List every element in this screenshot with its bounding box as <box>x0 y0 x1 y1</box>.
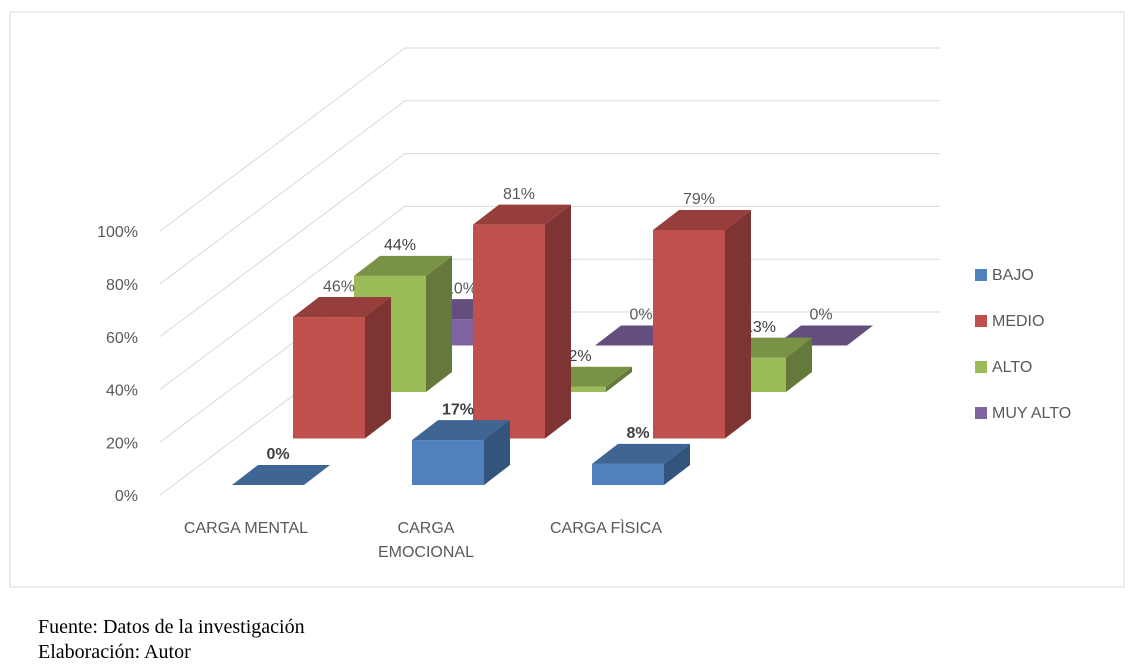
value-label: 13% <box>744 319 776 336</box>
value-label: 46% <box>323 278 355 295</box>
bar-top <box>232 465 330 485</box>
y-tick-label: 100% <box>97 224 138 241</box>
chart-border <box>9 11 1125 588</box>
bar-front <box>653 229 725 439</box>
x-tick-label: CARGA FÌSICA <box>549 520 663 537</box>
y-tick-label: 0% <box>115 488 138 505</box>
legend-swatch <box>975 361 987 373</box>
bar-side <box>786 337 812 392</box>
y-tick-label: 40% <box>106 383 138 400</box>
legend-swatch <box>975 315 987 327</box>
grid-line <box>159 205 940 390</box>
y-tick-label: 20% <box>106 435 138 452</box>
legend-label: MUY ALTO <box>992 405 1071 422</box>
bar-side <box>664 443 690 485</box>
bar-front <box>592 463 664 485</box>
x-tick-label: CARGA MENTAL <box>183 520 309 537</box>
legend-label: ALTO <box>992 359 1032 376</box>
grid-line <box>159 153 940 338</box>
bar-side <box>484 420 510 485</box>
bar-top <box>293 297 391 318</box>
value-label: 17% <box>442 401 474 418</box>
value-label: 81% <box>503 186 535 203</box>
chart: 0% 20% 40% 60% 80% 100% 10% 0% 0% 44% 2% 13% 46% 81% 7… <box>9 11 1125 588</box>
value-label: 2% <box>568 348 591 365</box>
bar-front <box>412 440 484 485</box>
value-label: 8% <box>626 425 649 442</box>
bar-front <box>473 224 545 439</box>
y-tick-label: 80% <box>106 277 138 294</box>
legend-label: MEDIO <box>992 313 1044 330</box>
bar-top <box>653 209 751 230</box>
source-note: Fuente: Datos de la investigación <box>38 616 305 638</box>
author-note: Elaboración: Autor <box>38 641 191 663</box>
bar-side <box>725 209 751 439</box>
bar-side <box>365 297 391 439</box>
bar-side <box>426 255 452 392</box>
value-label: 0% <box>629 307 652 324</box>
bar-side <box>545 204 571 439</box>
value-label: 79% <box>683 191 715 208</box>
grid-line <box>159 100 940 285</box>
grid-line <box>159 47 940 232</box>
bar-front <box>293 317 365 439</box>
bar-top <box>592 443 690 464</box>
bar-side <box>606 366 632 392</box>
value-label: 10% <box>445 280 477 297</box>
x-tick-label: CARGA EMOCIONAL <box>377 520 474 561</box>
legend-swatch <box>975 407 987 419</box>
bar-top <box>354 255 452 276</box>
bar-top <box>473 204 571 225</box>
value-label: 44% <box>384 237 416 254</box>
y-tick-label: 60% <box>106 330 138 347</box>
bar-top <box>412 420 510 441</box>
value-label: 0% <box>266 446 289 463</box>
legend-swatch <box>975 269 987 281</box>
value-label: 0% <box>809 307 832 324</box>
legend-label: BAJO <box>992 267 1034 284</box>
